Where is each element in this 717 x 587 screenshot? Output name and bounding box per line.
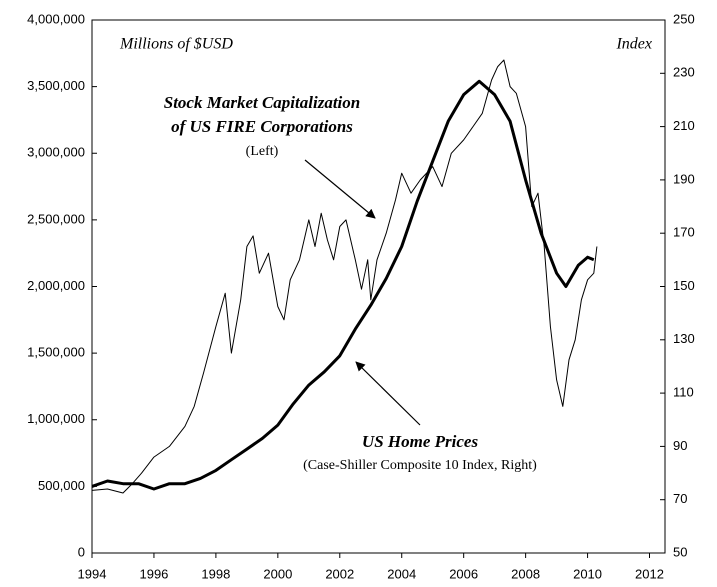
stock-note: (Left) (246, 144, 279, 159)
y-tick-label: 2,000,000 (27, 278, 85, 293)
y-tick-label: 1,500,000 (27, 345, 85, 360)
y2-tick-label: 70 (673, 491, 687, 506)
y-tick-label: 3,000,000 (27, 145, 85, 160)
x-tick-label: 2008 (511, 566, 540, 581)
y-tick-label: 4,000,000 (27, 11, 85, 26)
y-tick-label: 3,500,000 (27, 78, 85, 93)
y2-tick-label: 110 (673, 385, 694, 400)
y2-tick-label: 230 (673, 65, 695, 80)
arrow (304, 159, 376, 219)
arrow (355, 361, 421, 426)
y2-tick-label: 90 (673, 438, 687, 453)
y-tick-label: 500,000 (38, 478, 85, 493)
home-note: (Case-Shiller Composite 10 Index, Right) (303, 458, 537, 473)
y2-tick-label: 50 (673, 544, 687, 559)
right-unit: Index (615, 36, 652, 53)
y2-tick-label: 170 (673, 225, 695, 240)
x-tick-label: 2012 (635, 566, 664, 581)
y2-tick-label: 190 (673, 171, 695, 186)
stock-label: Stock Market Capitalization (164, 93, 360, 112)
y-tick-label: 0 (78, 544, 85, 559)
y2-tick-label: 250 (673, 11, 695, 26)
series-line (91, 59, 598, 494)
x-tick-label: 2002 (325, 566, 354, 581)
x-tick-label: 2006 (449, 566, 478, 581)
y2-tick-label: 210 (673, 118, 695, 133)
y-tick-label: 2,500,000 (27, 211, 85, 226)
y-tick-label: 1,000,000 (27, 411, 85, 426)
x-tick-label: 1998 (201, 566, 230, 581)
stock-label: of US FIRE Corporations (171, 117, 353, 136)
x-tick-label: 1996 (139, 566, 168, 581)
y2-tick-label: 150 (673, 278, 695, 293)
series-line (91, 79, 595, 491)
x-tick-label: 2004 (387, 566, 416, 581)
x-tick-label: 2000 (263, 566, 292, 581)
y2-tick-label: 130 (673, 331, 695, 346)
left-unit: Millions of $USD (119, 36, 233, 53)
home-label: US Home Prices (362, 432, 479, 451)
x-tick-label: 2010 (573, 566, 602, 581)
x-tick-label: 1994 (78, 566, 107, 581)
